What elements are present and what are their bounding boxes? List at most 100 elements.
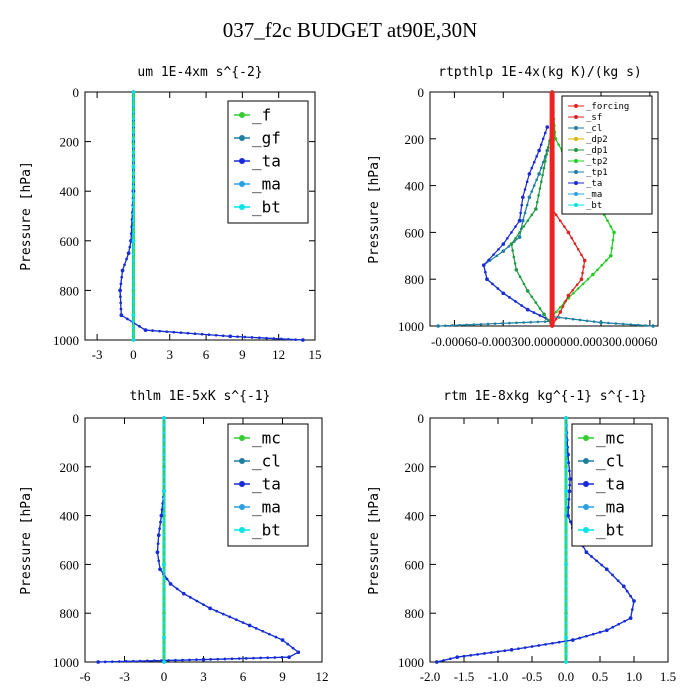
data-point-ta [525, 307, 530, 312]
series-marker-bt [132, 117, 135, 121]
series-marker-dp1 [511, 249, 514, 252]
series-marker-ta [228, 615, 232, 619]
data-point-ta [96, 660, 100, 664]
panel-title: rtpthlp 1E-4x(kg K)/(kg s) [438, 65, 642, 80]
data-point-bt [564, 416, 568, 420]
series-marker-bt [132, 104, 135, 107]
data-point-ta [481, 263, 486, 267]
y-axis-label: Pressure [hPa] [367, 154, 382, 264]
series-marker-bt [162, 621, 166, 625]
y-axis-label: Pressure [hPa] [19, 161, 34, 271]
legend-label-tp1: _tp1 [586, 168, 608, 178]
series-marker-ta [487, 258, 490, 262]
series-marker-tp1 [515, 321, 518, 325]
series-marker-dp1 [538, 307, 542, 310]
data-point-bt [131, 239, 136, 243]
series-marker-ta [158, 527, 161, 530]
series-marker-ta [195, 599, 199, 603]
series-marker-cl [644, 324, 647, 327]
series-marker-ta [268, 632, 271, 636]
series-marker-tp1 [465, 323, 468, 327]
series-marker-ta [244, 657, 248, 660]
legend-marker-mc [239, 435, 245, 441]
series-marker-bt [162, 482, 166, 486]
y-axis-label: Pressure [hPa] [367, 485, 382, 595]
series-marker-bt [564, 652, 568, 656]
legend: _forcing_sf_cl_dp2_dp1_tp2_tp1_ta_ma_bt [561, 95, 653, 215]
series-marker-bt [162, 570, 166, 574]
series-marker-ta [131, 659, 135, 663]
series-marker-ta [157, 559, 161, 563]
data-point-tp1 [527, 195, 532, 200]
series-marker-ta [484, 270, 487, 274]
data-point-ta [455, 655, 460, 659]
series-marker-ta [503, 649, 507, 653]
data-point-ta [501, 242, 506, 246]
series-marker-ta [160, 508, 164, 511]
series-marker-ta [291, 646, 295, 650]
series-marker-tp1 [493, 322, 497, 325]
series-marker-ta [261, 629, 265, 633]
series-marker-tp2 [611, 238, 615, 242]
series-marker-forcing [550, 257, 554, 261]
y-tick-label: 800 [405, 272, 425, 287]
series-marker-bt [564, 438, 568, 442]
series-marker-ta [598, 630, 602, 634]
series-marker-cl [557, 316, 561, 319]
series-line-ta [483, 126, 553, 322]
data-point-sf [566, 230, 571, 235]
series-marker-ta [146, 659, 149, 663]
series-marker-ta [167, 659, 170, 662]
series-marker-sf [580, 253, 583, 257]
series-marker-bt [564, 504, 568, 508]
series-marker-ta [591, 632, 595, 636]
data-point-dp1 [525, 289, 530, 293]
series-marker-forcing [550, 197, 554, 201]
series-marker-ta [259, 656, 262, 660]
series-marker-forcing [550, 217, 554, 221]
series-marker-ta [117, 660, 121, 663]
series-marker-ta [520, 304, 523, 307]
legend-marker-f [239, 112, 245, 118]
series-marker-bt [162, 644, 166, 648]
series-marker-ta [193, 332, 197, 335]
data-point-ta [159, 513, 164, 518]
series-marker-ta [243, 335, 247, 339]
data-point-ta [605, 628, 609, 633]
legend-label-sf: _sf [586, 113, 602, 123]
legend-label-ma: _ma [252, 498, 281, 517]
data-point-ta [545, 125, 550, 129]
legend-marker-sf [574, 115, 578, 119]
data-point-ta [566, 513, 570, 518]
series-marker-forcing [550, 304, 554, 308]
series-marker-ta [629, 594, 632, 598]
plot-frame [429, 91, 659, 327]
legend-marker-dp2 [574, 137, 578, 141]
series-marker-tp2 [557, 143, 560, 146]
series-marker-bt [564, 570, 568, 574]
series-marker-bt [132, 185, 135, 188]
y-tick-label: 200 [60, 135, 80, 150]
series-marker-ta [209, 658, 212, 661]
series-marker-ta [539, 143, 543, 146]
series-marker-cl [622, 322, 625, 326]
series-marker-bt [564, 431, 568, 434]
legend-marker-gf [239, 135, 245, 141]
series-marker-bt [132, 280, 135, 283]
series-marker-ta [274, 635, 278, 639]
panel-title: rtm 1E-8xkg kg^{-1} s^{-1} [443, 389, 647, 404]
series-marker-bt [132, 144, 135, 148]
series-marker-ta [497, 248, 500, 251]
legend-label-ta: _ta [586, 179, 602, 189]
series-marker-forcing [550, 130, 554, 134]
series-marker-ta [483, 652, 486, 655]
series-marker-cl [585, 319, 589, 323]
series-marker-tp2 [600, 263, 604, 267]
series-marker-tp1 [458, 323, 461, 327]
x-tick-label: -3 [92, 347, 103, 362]
x-tick-label: -1.0 [488, 669, 509, 684]
data-point-ta [567, 489, 572, 494]
series-marker-ta [532, 160, 536, 164]
y-tick-label: 400 [405, 509, 425, 524]
series-marker-forcing [550, 271, 554, 274]
